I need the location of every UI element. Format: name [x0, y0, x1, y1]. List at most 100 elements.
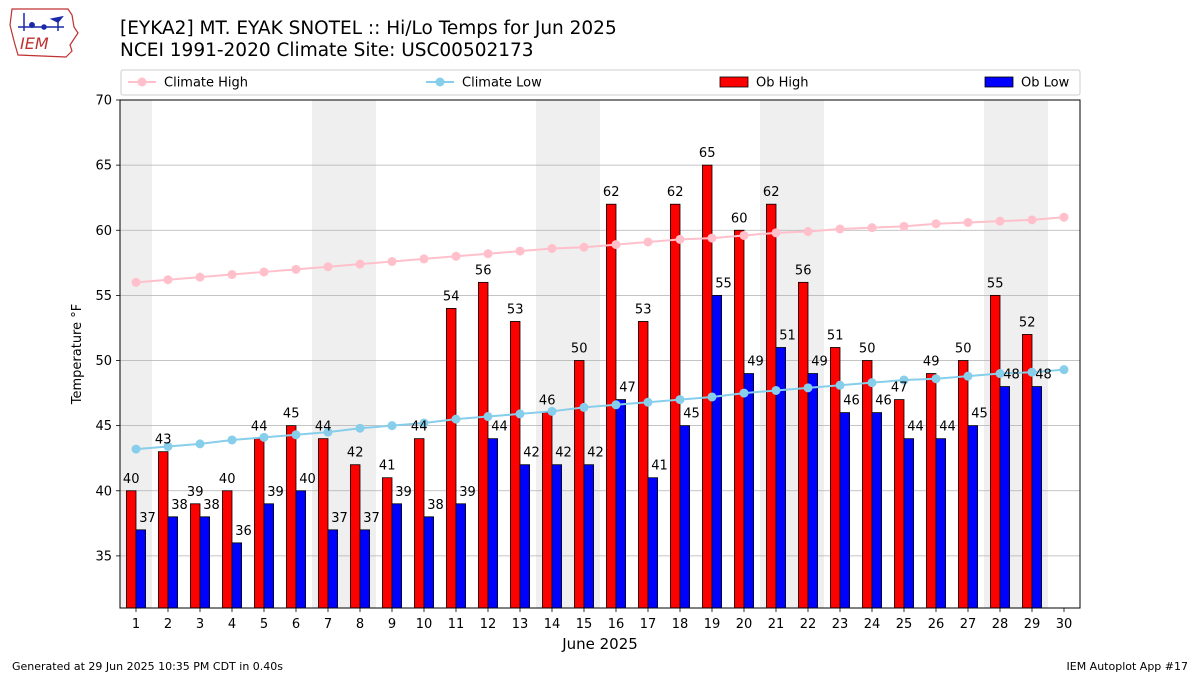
legend: Climate High Climate Low Ob High Ob Low [120, 69, 1081, 96]
ob-low-label: 39 [459, 485, 476, 500]
x-tick-label: 23 [832, 617, 849, 632]
ob-low-label: 47 [619, 381, 636, 396]
ob-high-label: 44 [315, 420, 332, 435]
ob-low-bar [455, 503, 467, 609]
ob-low-bar [519, 464, 531, 609]
x-tick-label: 30 [1056, 617, 1073, 632]
ob-high-label: 45 [283, 407, 300, 422]
ob-low-label: 37 [363, 511, 380, 526]
x-tick-label: 22 [800, 617, 817, 632]
x-tick-label: 5 [260, 617, 268, 632]
ob-high-bar [926, 373, 937, 609]
x-axis-label: June 2025 [561, 635, 638, 653]
ob-high-bar [734, 229, 745, 609]
ob-low-bar [935, 438, 947, 609]
x-tick-label: 9 [388, 617, 396, 632]
climate-low-point [547, 406, 557, 416]
ob-high-bar [253, 438, 265, 609]
climate-high-point [323, 262, 333, 272]
x-tick-label: 12 [480, 617, 497, 632]
chart-subtitle: NCEI 1991-2020 Climate Site: USC00502173 [120, 40, 534, 61]
ob-high-label: 60 [731, 211, 748, 226]
climate-high-point [163, 275, 173, 285]
x-tick-label: 1 [132, 617, 140, 632]
ob-high-label: 49 [923, 355, 940, 370]
ob-low-bar [615, 399, 627, 609]
climate-high-point [675, 234, 685, 244]
ob-low-label: 44 [907, 420, 924, 435]
ob-high-label: 44 [411, 420, 428, 435]
climate-low-point [579, 402, 589, 412]
ob-low-label: 45 [971, 407, 988, 422]
ob-low-bar [647, 477, 659, 609]
ob-low-label: 49 [811, 355, 828, 370]
climate-high-point [739, 230, 749, 240]
climate-high-point [1027, 215, 1037, 225]
ob-high-label: 42 [347, 446, 364, 461]
legend-ob-high-label: Ob High [756, 76, 809, 91]
legend-ob-high-swatch [719, 76, 749, 88]
ob-low-label: 48 [1003, 368, 1020, 383]
ob-low-label: 46 [843, 394, 860, 409]
ob-high-label: 50 [955, 342, 972, 357]
ob-low-label: 38 [427, 498, 444, 513]
ob-high-label: 47 [891, 381, 908, 396]
plot-frame [119, 99, 1081, 609]
ob-high-label: 44 [251, 420, 268, 435]
climate-low-point [931, 374, 941, 384]
ob-high-label: 43 [155, 433, 172, 448]
ob-low-label: 55 [715, 276, 732, 291]
climate-low-point [1059, 365, 1069, 375]
climate-high-point [131, 277, 141, 287]
climate-low-point [707, 392, 717, 402]
ob-high-label: 62 [603, 185, 620, 200]
ob-high-bar [189, 503, 201, 609]
climate-low-point [835, 380, 845, 390]
climate-low-point [131, 444, 141, 454]
y-tick-label: 50 [95, 354, 112, 369]
ob-low-bar [199, 516, 211, 609]
legend-climate-high-label: Climate High [164, 76, 248, 91]
ob-low-bar [327, 529, 339, 609]
climate-low-point [899, 375, 909, 385]
climate-high-point [931, 219, 941, 229]
ob-low-bar [391, 503, 403, 609]
x-tick-label: 15 [576, 617, 593, 632]
ob-low-bar [711, 294, 723, 609]
ob-low-bar [807, 373, 819, 609]
ob-low-bar [423, 516, 435, 609]
x-tick-label: 14 [544, 617, 561, 632]
ob-high-label: 56 [795, 263, 812, 278]
ob-high-label: 62 [667, 185, 684, 200]
climate-high-point [451, 251, 461, 261]
ob-low-bar [359, 529, 371, 609]
x-tick-label: 13 [512, 617, 529, 632]
climate-high-point [387, 257, 397, 267]
x-tick-label: 7 [324, 617, 332, 632]
x-tick-label: 21 [768, 617, 785, 632]
ob-high-bar [862, 360, 873, 609]
climate-low-point [451, 414, 461, 424]
climate-high-point [611, 240, 621, 250]
x-tick-label: 27 [960, 617, 977, 632]
climate-high-point [995, 216, 1005, 226]
climate-high-point [227, 270, 237, 280]
climate-low-line [135, 368, 1065, 451]
ob-low-label: 51 [779, 328, 796, 343]
climate-low-point [611, 400, 621, 410]
ob-high-bar [990, 294, 1001, 609]
y-tick-label: 40 [95, 484, 112, 499]
climate-high-point [291, 264, 301, 274]
climate-high-point [579, 242, 589, 252]
ob-high-bar [285, 425, 297, 609]
ob-low-bar [839, 412, 851, 609]
climate-high-point [707, 233, 717, 243]
x-tick-label: 6 [292, 617, 300, 632]
ob-high-label: 40 [123, 472, 140, 487]
ob-low-bar [743, 373, 755, 609]
climate-high-point [771, 228, 781, 238]
climate-low-point [291, 430, 301, 440]
climate-low-point [195, 439, 205, 449]
ob-low-label: 41 [651, 459, 668, 474]
